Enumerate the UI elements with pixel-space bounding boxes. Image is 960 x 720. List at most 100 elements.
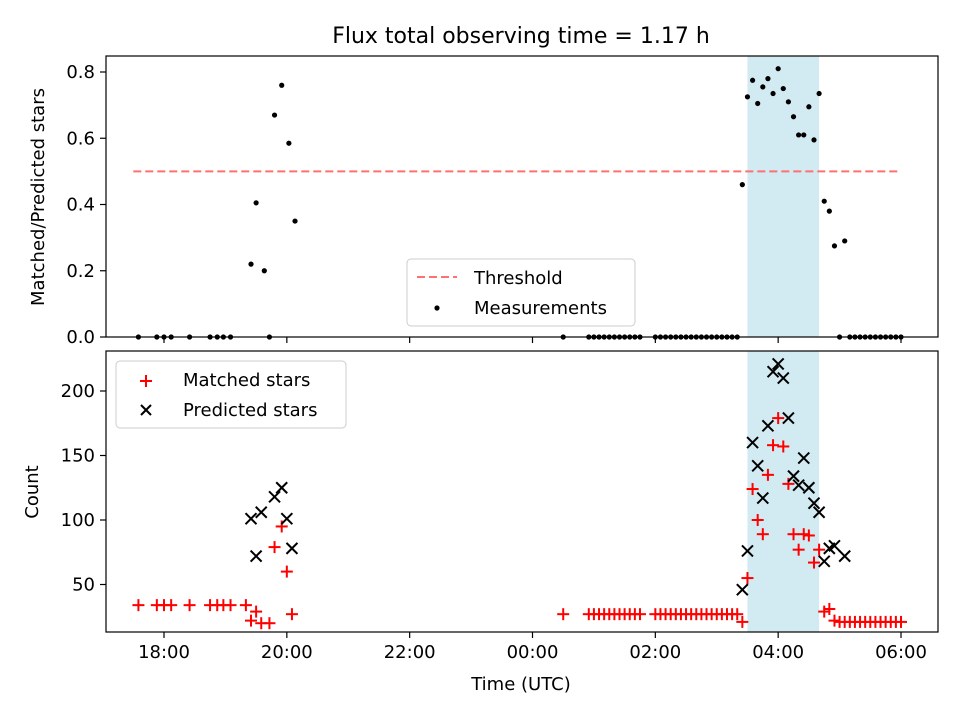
predicted-star-point	[255, 506, 268, 519]
legend-threshold-label: Threshold	[473, 268, 563, 289]
x-tick-label: 22:00	[384, 642, 436, 663]
matched-star-point	[797, 528, 810, 541]
x-tick-label: 04:00	[752, 642, 804, 663]
ratio-y-tick-label: 0.0	[66, 327, 95, 348]
measurement-point	[806, 104, 812, 110]
x-tick-label: 00:00	[507, 642, 559, 663]
matched-star-point	[183, 599, 196, 612]
matched-star-point	[823, 603, 836, 616]
matched-star-point	[895, 615, 907, 628]
matched-star-point	[250, 605, 263, 618]
ratio-observing-window	[747, 56, 820, 337]
count-y-tick-label: 50	[72, 575, 95, 596]
measurement-point	[811, 137, 817, 143]
legend-matched-swatch	[140, 375, 152, 387]
measurement-point	[842, 238, 848, 244]
predicted-star-point	[802, 481, 816, 494]
matched-star-point	[772, 412, 785, 425]
measurement-point	[780, 85, 786, 92]
x-tick-label: 02:00	[629, 642, 681, 663]
x-tick-label: 20:00	[261, 642, 313, 663]
matched-star-point	[741, 572, 754, 585]
ratio-y-tick-label: 0.8	[66, 62, 95, 83]
predicted-star-point	[838, 549, 851, 563]
count-y-axis-label: Count	[22, 465, 43, 518]
predicted-star-point	[771, 357, 785, 371]
predicted-star-point	[818, 555, 831, 568]
measurement-point	[279, 82, 285, 88]
measurement-point	[760, 84, 766, 90]
predicted-star-point	[797, 451, 810, 465]
predicted-star-point	[268, 490, 281, 503]
measurement-point	[739, 182, 745, 188]
predicted-star-point	[792, 478, 805, 492]
matched-star-point	[807, 556, 820, 569]
measurement-point	[271, 112, 278, 118]
matched-star-point	[818, 605, 831, 618]
matched-star-point	[239, 599, 252, 612]
measurement-point	[801, 132, 807, 138]
predicted-star-point	[812, 506, 826, 519]
measurement-point	[790, 114, 797, 120]
matched-star-point	[802, 529, 815, 542]
measurement-point	[765, 76, 771, 82]
measurement-point	[785, 99, 792, 105]
chart-title: Flux total observing time = 1.17 h	[332, 24, 710, 49]
matched-star-point	[268, 541, 281, 554]
measurement-point	[831, 243, 838, 249]
measurement-point	[261, 268, 267, 274]
measurement-point	[286, 140, 292, 146]
predicted-star-point	[787, 469, 800, 483]
predicted-star-point	[828, 539, 841, 553]
predicted-star-point	[751, 459, 764, 473]
count-y-tick-label: 150	[61, 446, 95, 467]
matched-star-point	[787, 528, 800, 541]
matched-star-point	[633, 608, 646, 621]
ratio-legend: Threshold Measurements	[406, 258, 636, 327]
matched-star-point	[761, 468, 774, 481]
measurement-point	[826, 208, 832, 214]
matched-star-point	[751, 514, 764, 526]
count-observing-window	[747, 351, 820, 632]
predicted-star-point	[736, 583, 749, 596]
ratio-y-tick-label: 0.2	[66, 261, 95, 282]
measurement-point	[248, 261, 254, 267]
count-y-tick-label: 200	[61, 381, 95, 402]
predicted-star-point	[249, 549, 263, 563]
matched-star-point	[756, 528, 769, 541]
predicted-star-point	[746, 436, 759, 449]
measurement-point	[292, 218, 298, 224]
legend-predicted-swatch	[140, 404, 152, 416]
predicted-star-point	[766, 365, 780, 378]
predicted-star-point	[741, 544, 754, 558]
predicted-star-point	[756, 491, 770, 505]
ratio-y-axis-label: Matched/Predicted stars	[28, 88, 49, 306]
measurement-point	[744, 94, 751, 100]
matched-star-point	[132, 599, 145, 612]
predicted-star-point	[807, 497, 821, 510]
predicted-star-point	[782, 411, 795, 425]
matched-star-point	[285, 608, 298, 621]
legend-predicted-label: Predicted stars	[183, 400, 317, 421]
count-legend-box	[115, 360, 347, 429]
matched-star-point	[792, 543, 805, 556]
measurement-point	[253, 200, 259, 206]
matched-star-point	[280, 565, 293, 578]
ratio-y-tick-label: 0.4	[66, 195, 95, 216]
predicted-star-point	[275, 481, 288, 494]
matched-star-point	[557, 608, 570, 621]
matched-star-point	[746, 483, 759, 496]
ratio-y-tick-label: 0.6	[66, 128, 95, 149]
ratio-panel: 0.00.20.40.60.8 Matched/Predicted stars …	[28, 55, 939, 348]
ratio-panel-frame	[105, 55, 939, 338]
matched-star-point	[828, 614, 841, 627]
count-panel-frame	[105, 350, 939, 633]
measurement-point	[796, 132, 802, 138]
x-axis-label: Time (UTC)	[470, 674, 571, 695]
measurement-point	[749, 77, 756, 83]
measurement-point	[821, 198, 827, 204]
matched-star-point	[263, 617, 276, 630]
matched-star-point	[165, 599, 178, 612]
count-panel: 18:00 20:00 22:00 00:00 02:00 04:00 06:00 50 10…	[22, 350, 939, 695]
